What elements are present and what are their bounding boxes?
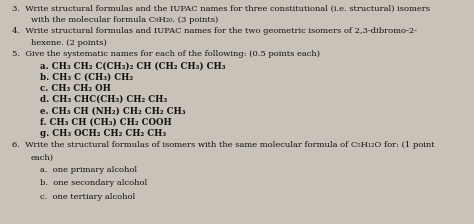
Text: a. CH₃ CH₂ C(CH₃)₂ CH (CH₂ CH₃) CH₃: a. CH₃ CH₂ C(CH₃)₂ CH (CH₂ CH₃) CH₃ [40,61,226,70]
Text: each): each) [31,153,54,162]
Text: with the molecular formula C₉H₂₀. (3 points): with the molecular formula C₉H₂₀. (3 poi… [31,16,218,24]
Text: 4.  Write structural formulas and IUPAC names for the two geometric isomers of 2: 4. Write structural formulas and IUPAC n… [12,27,417,35]
Text: b. CH₃ C (CH₃) CH₂: b. CH₃ C (CH₃) CH₂ [40,73,133,82]
Text: c. CH₃ CH₂ OH: c. CH₃ CH₂ OH [40,84,111,93]
Text: 6.  Write the structural formulas of isomers with the same molecular formula of : 6. Write the structural formulas of isom… [12,141,435,149]
Text: 3.  Write structural formulas and the IUPAC names for three constitutional (i.e.: 3. Write structural formulas and the IUP… [12,4,430,13]
Text: b.  one secondary alcohol: b. one secondary alcohol [40,179,147,187]
Text: hexene. (2 points): hexene. (2 points) [31,39,107,47]
Text: g. CH₃ OCH₂ CH₂ CH₂ CH₃: g. CH₃ OCH₂ CH₂ CH₂ CH₃ [40,129,166,138]
Text: a.  one primary alcohol: a. one primary alcohol [40,166,137,174]
Text: c.  one tertiary alcohol: c. one tertiary alcohol [40,193,136,201]
Text: f. CH₃ CH (CH₃) CH₂ COOH: f. CH₃ CH (CH₃) CH₂ COOH [40,117,172,126]
Text: e. CH₃ CH (NH₂) CH₂ CH₂ CH₃: e. CH₃ CH (NH₂) CH₂ CH₂ CH₃ [40,106,186,115]
Text: 5.  Give the systematic names for each of the following: (0.5 points each): 5. Give the systematic names for each of… [12,50,320,58]
Text: d. CH₃ CHC(CH₃) CH₂ CH₃: d. CH₃ CHC(CH₃) CH₂ CH₃ [40,95,167,104]
